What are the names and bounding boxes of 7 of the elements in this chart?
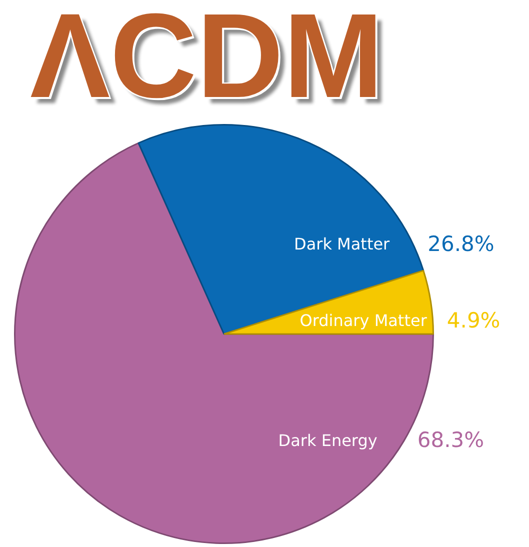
chart-title: ΛCDM [30,0,384,123]
slice-label: Ordinary Matter [300,311,428,330]
data-label: 26.8% [428,232,494,256]
data-label: 68.3% [417,428,484,452]
slice-label: Dark Matter [294,234,390,254]
slice-label: Dark Energy [278,430,378,450]
data-label: 4.9% [446,308,500,332]
